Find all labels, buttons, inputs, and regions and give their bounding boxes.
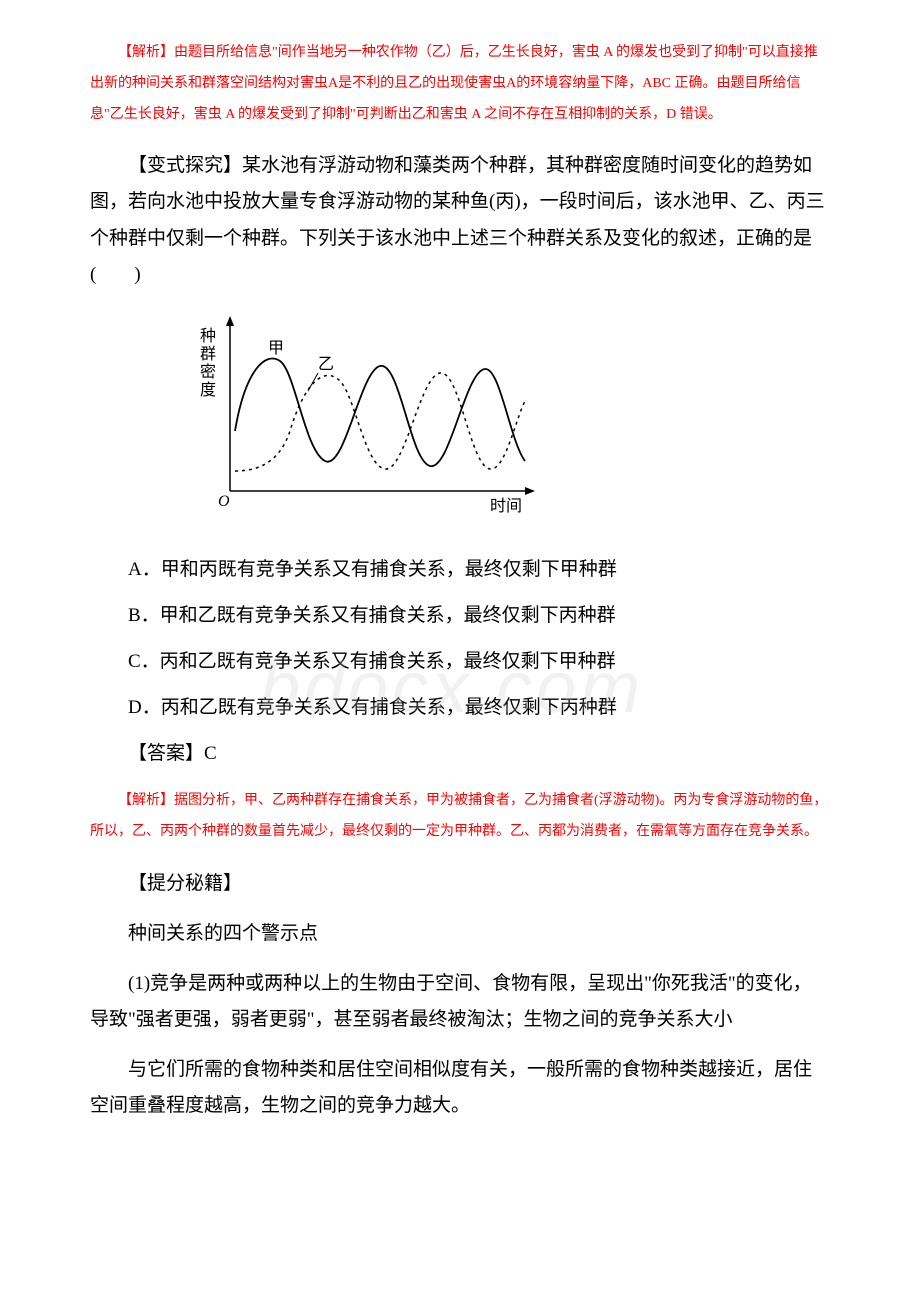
y-axis-char2: 群 (200, 345, 216, 363)
origin-label: O (218, 493, 230, 510)
option-d: D．丙和乙既有竞争关系又有捕食关系，最终仅剩下丙种群 (90, 690, 830, 726)
population-density-chart: 种 群 密 度 时间 O 甲 乙 (190, 311, 830, 534)
answer: 【答案】C (90, 736, 830, 772)
label-jia: 甲 (268, 340, 284, 357)
option-a: A．甲和丙既有竞争关系又有捕食关系，最终仅剩下甲种群 (90, 552, 830, 588)
label-yi: 乙 (318, 356, 334, 373)
tips-subtitle: 种间关系的四个警示点 (90, 916, 830, 952)
y-axis-char4: 度 (200, 381, 216, 399)
x-axis-label: 时间 (490, 497, 522, 515)
option-c: C．丙和乙既有竞争关系又有捕食关系，最终仅剩下甲种群 (90, 644, 830, 680)
option-b: B．甲和乙既有竞争关系又有捕食关系，最终仅剩下丙种群 (90, 598, 830, 634)
series-yi (235, 373, 525, 471)
series-jia (235, 358, 525, 466)
tips-paragraph-1: (1)竞争是两种或两种以上的生物由于空间、食物有限，呈现出"你死我活"的变化，导… (90, 966, 830, 1038)
explanation-2: 【解析】据图分析，甲、乙两种群存在捕食关系，甲为被捕食者，乙为捕食者(浮游动物)… (90, 786, 830, 848)
y-axis-char1: 种 (200, 327, 216, 345)
tips-paragraph-2: 与它们所需的食物种类和居住空间相似度有关，一般所需的食物种类越接近，居住空间重叠… (90, 1052, 830, 1124)
tips-title: 【提分秘籍】 (90, 866, 830, 902)
y-axis-char3: 密 (200, 363, 216, 381)
question-intro: 【变式探究】某水池有浮游动物和藻类两个种群，其种群密度随时间变化的趋势如图，若向… (90, 148, 830, 292)
explanation-1: 【解析】由题目所给信息"间作当地另一种农作物（乙）后，乙生长良好，害虫 A 的爆… (90, 38, 830, 130)
